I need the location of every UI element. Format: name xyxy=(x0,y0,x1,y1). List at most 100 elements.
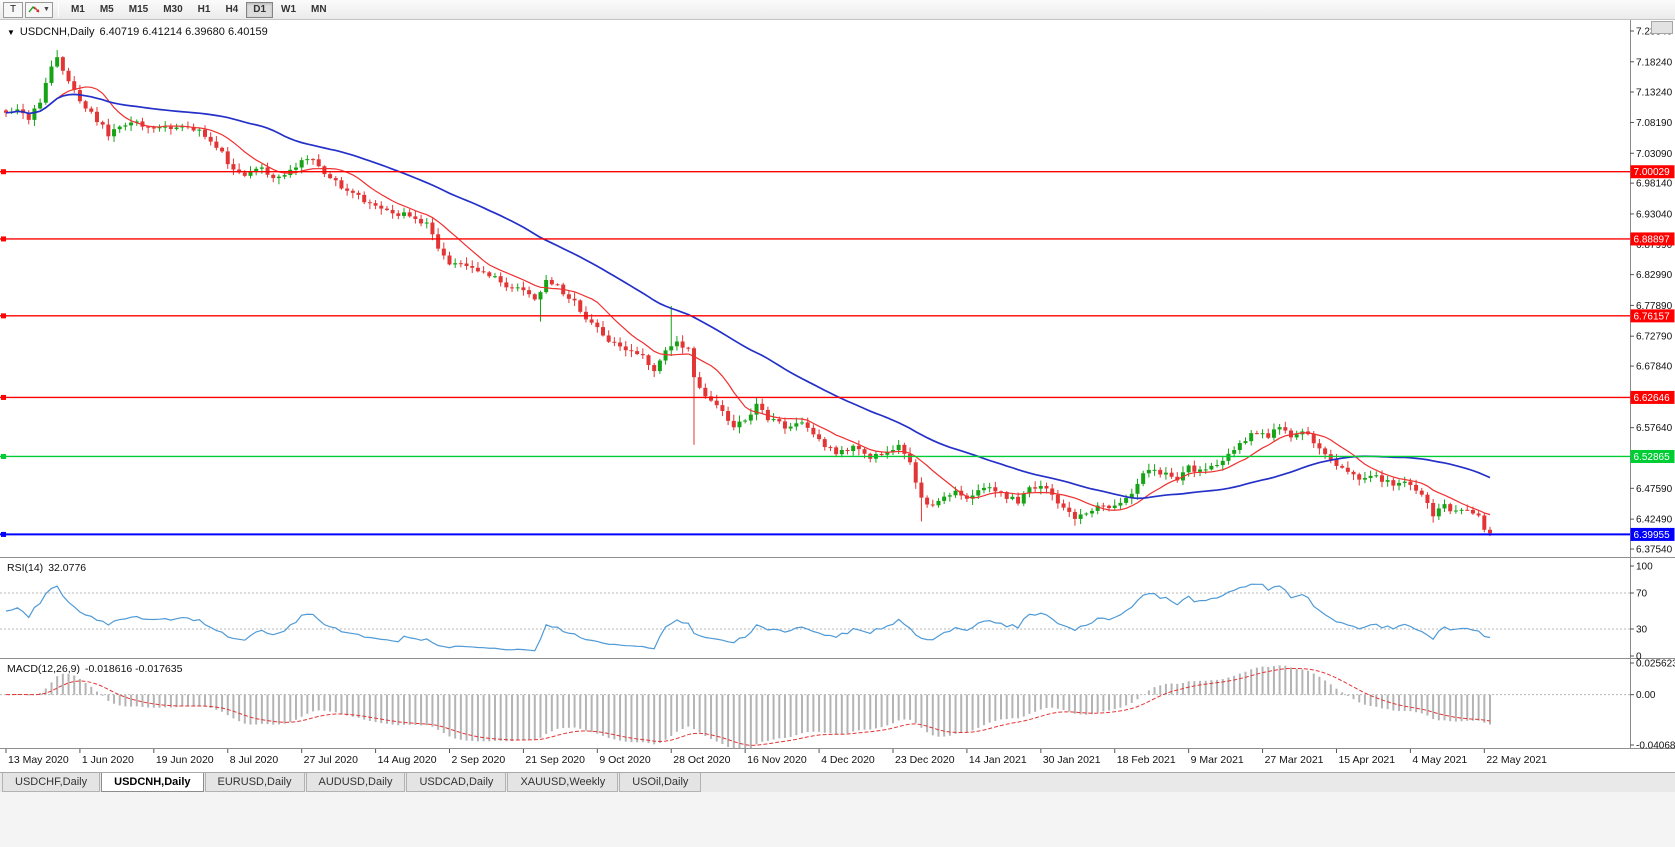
macd-header: MACD(12,26,9) -0.018616 -0.017635 xyxy=(7,663,182,675)
level-price-label: 7.00029 xyxy=(1634,167,1671,178)
date-tick-label: 18 Feb 2021 xyxy=(1117,754,1176,766)
time-axis[interactable]: 13 May 2020 1 Jun 2020 19 Jun 2020 8 Jul 20… xyxy=(5,749,1547,766)
price-axis[interactable]: 7.233407.182407.132407.081907.030906.981… xyxy=(1630,27,1675,752)
date-tick-label: 27 Jul 2020 xyxy=(304,754,358,766)
price-tick-label: 7.03090 xyxy=(1636,149,1673,160)
macd-indicator-label: MACD(12,26,9) xyxy=(7,663,80,675)
date-tick-label: 4 May 2021 xyxy=(1412,754,1467,766)
timeframe-h4-button[interactable]: H4 xyxy=(225,4,239,15)
price-tick-label: 6.93040 xyxy=(1636,209,1673,220)
level-price-badge xyxy=(1630,232,1675,246)
tool-t-label: T xyxy=(9,4,17,15)
chart-ohlc-values: 6.40719 6.41214 6.39680 6.40159 xyxy=(99,26,268,38)
hline-handle[interactable] xyxy=(1,169,6,175)
level-price-badge xyxy=(1630,390,1675,404)
chevron-down-icon: ▼ xyxy=(43,6,50,13)
price-tick-label: 7.08190 xyxy=(1636,118,1673,129)
date-tick-label: 9 Oct 2020 xyxy=(599,754,651,766)
workspace-filler xyxy=(0,792,1675,847)
level-price-badge xyxy=(1630,527,1675,541)
macd-tick-label: 0.00 xyxy=(1636,690,1656,701)
chart-tab-usdcad-daily[interactable]: USDCAD,Daily xyxy=(406,773,507,792)
price-tick-label: 6.57640 xyxy=(1636,423,1673,434)
timeframe-m15-button[interactable]: M15 xyxy=(128,4,149,15)
price-tick-label: 7.18240 xyxy=(1636,57,1673,68)
hline-handle[interactable] xyxy=(1,531,6,537)
ma-fast-line xyxy=(5,86,1491,516)
date-tick-label: 14 Jan 2021 xyxy=(969,754,1027,766)
chart-symbol-title: USDCNH,Daily xyxy=(19,26,95,38)
chart-tab-usdcnh-daily[interactable]: USDCNH,Daily xyxy=(101,773,204,792)
price-tick-label: 6.47590 xyxy=(1636,484,1673,495)
macd-signal-line xyxy=(5,667,1491,746)
timeframe-m5-button[interactable]: M5 xyxy=(99,4,114,15)
timeframe-button-group: M1 M5 M15 M30 H1 H4 D1 W1 MN xyxy=(64,1,334,18)
date-tick-label: 14 Aug 2020 xyxy=(378,754,437,766)
price-tick-label: 7.13240 xyxy=(1636,87,1673,98)
level-price-label: 6.62646 xyxy=(1634,393,1671,404)
date-tick-label: 4 Dec 2020 xyxy=(821,754,875,766)
hline-handle[interactable] xyxy=(1,313,6,319)
symbol-dropdown-icon[interactable]: ▼ xyxy=(7,27,15,37)
date-tick-label: 13 May 2020 xyxy=(8,754,69,766)
level-price-label: 6.52865 xyxy=(1634,452,1671,463)
date-tick-label: 16 Nov 2020 xyxy=(747,754,807,766)
price-tick-label: 6.72790 xyxy=(1636,332,1673,343)
level-price-label: 6.76157 xyxy=(1634,311,1671,322)
date-tick-label: 23 Dec 2020 xyxy=(895,754,955,766)
rsi-header: RSI(14) 32.0776 xyxy=(7,562,86,574)
toolbar-separator xyxy=(57,2,59,17)
rsi-tick-label: 30 xyxy=(1636,625,1648,636)
rsi-tick-label: 70 xyxy=(1636,589,1648,600)
chart-tab-usdchf-daily[interactable]: USDCHF,Daily xyxy=(2,773,101,792)
level-price-badge xyxy=(1630,309,1675,323)
price-chart-canvas[interactable]: 7.233407.182407.132407.081907.030906.981… xyxy=(0,20,1675,772)
horizontal-levels xyxy=(0,169,1630,537)
hline-handle[interactable] xyxy=(1,453,6,459)
date-tick-label: 22 May 2021 xyxy=(1486,754,1547,766)
timeframe-h1-button[interactable]: H1 xyxy=(197,4,211,15)
level-price-label: 6.39955 xyxy=(1634,530,1671,541)
date-tick-label: 9 Mar 2021 xyxy=(1191,754,1244,766)
rsi-line xyxy=(5,583,1491,652)
date-tick-label: 28 Oct 2020 xyxy=(673,754,730,766)
date-tick-label: 2 Sep 2020 xyxy=(451,754,505,766)
top-toolbar: T ▼ M1 M5 M15 M30 H1 H4 D1 W1 MN xyxy=(0,0,1675,20)
macd-histogram xyxy=(10,665,1491,748)
date-tick-label: 27 Mar 2021 xyxy=(1265,754,1324,766)
candles-series xyxy=(4,49,1492,537)
date-tick-label: 15 Apr 2021 xyxy=(1338,754,1395,766)
macd-tick-label: 0.025623 xyxy=(1636,659,1675,670)
price-tick-label: 6.77890 xyxy=(1636,301,1673,312)
price-tick-label: 6.67840 xyxy=(1636,362,1673,373)
chart-tab-usoil-daily[interactable]: USOil,Daily xyxy=(619,773,702,792)
macd-indicator-values: -0.018616 -0.017635 xyxy=(84,663,183,675)
hline-handle[interactable] xyxy=(1,394,6,400)
date-tick-label: 8 Jul 2020 xyxy=(230,754,279,766)
trade-arrows-icon xyxy=(28,5,40,13)
trade-arrows-button[interactable]: ▼ xyxy=(25,1,53,18)
timeframe-mn-button[interactable]: MN xyxy=(311,4,327,15)
rsi-indicator-label: RSI(14) xyxy=(7,562,44,574)
date-tick-label: 1 Jun 2020 xyxy=(82,754,134,766)
rsi-tick-label: 100 xyxy=(1636,562,1653,573)
rsi-tick-label: 0 xyxy=(1636,652,1642,663)
level-price-badge xyxy=(1630,449,1675,463)
price-tick-label: 6.42490 xyxy=(1636,515,1673,526)
timeframe-d1-button[interactable]: D1 xyxy=(246,1,274,18)
chart-tab-xauusd-weekly[interactable]: XAUUSD,Weekly xyxy=(507,773,619,792)
chart-tool-button[interactable]: T xyxy=(3,1,23,18)
chart-scroll-corner-button[interactable] xyxy=(1651,21,1673,34)
timeframe-m1-button[interactable]: M1 xyxy=(70,4,85,15)
chart-tab-audusd-daily[interactable]: AUDUSD,Daily xyxy=(305,773,406,792)
price-tick-label: 6.82990 xyxy=(1636,270,1673,281)
chart-tab-bar: USDCHF,Daily USDCNH,Daily EURUSD,Daily AUDU… xyxy=(0,772,1675,792)
chart-tab-eurusd-daily[interactable]: EURUSD,Daily xyxy=(204,773,305,792)
level-price-label: 6.88897 xyxy=(1634,234,1671,245)
timeframe-w1-button[interactable]: W1 xyxy=(281,4,297,15)
timeframe-m30-button[interactable]: M30 xyxy=(163,4,183,15)
chart-window[interactable]: 7.233407.182407.132407.081907.030906.981… xyxy=(0,20,1675,772)
hline-handle[interactable] xyxy=(1,236,6,242)
price-tick-label: 6.37540 xyxy=(1636,545,1673,556)
